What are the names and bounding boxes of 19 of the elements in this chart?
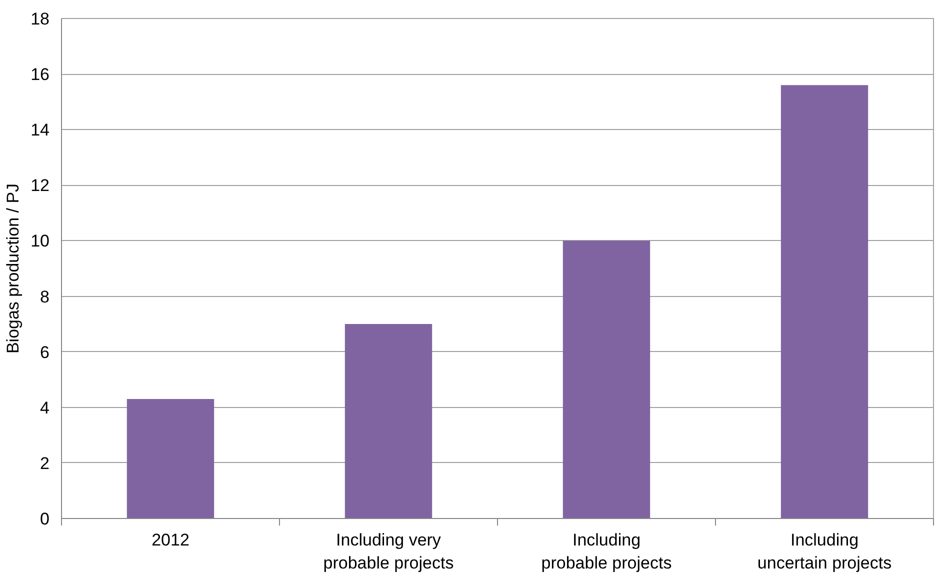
bar xyxy=(780,85,868,518)
y-tick-label: 18 xyxy=(30,10,50,28)
bar xyxy=(126,399,214,518)
bar xyxy=(344,324,432,518)
x-tick-label: Including uncertain projects xyxy=(757,530,892,572)
x-tick-label: 2012 xyxy=(152,530,190,550)
bar xyxy=(562,240,650,518)
y-axis-title: Biogas production / PJ xyxy=(4,183,23,354)
y-tick-label: 4 xyxy=(40,398,50,418)
x-tick-label: Including very probable projects xyxy=(323,530,454,572)
y-tick-label: 8 xyxy=(40,287,50,306)
y-tick-label: 12 xyxy=(30,176,50,196)
y-tick-label: 6 xyxy=(40,342,50,362)
y-tick-label: 0 xyxy=(40,510,50,528)
y-tick-label: 10 xyxy=(30,232,50,251)
x-tick-label: Including probable projects xyxy=(541,530,672,572)
y-tick-label: 16 xyxy=(30,65,50,84)
y-tick-label: 2 xyxy=(40,454,50,473)
y-tick-label: 14 xyxy=(30,120,50,140)
